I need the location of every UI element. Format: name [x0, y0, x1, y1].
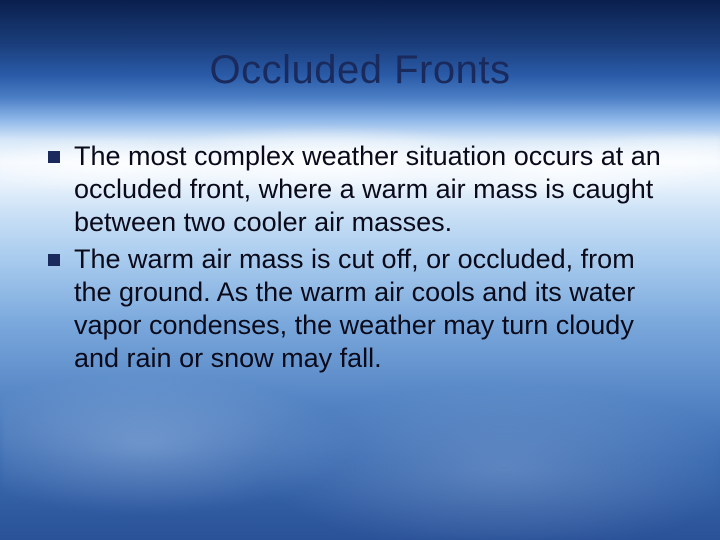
square-bullet-icon	[48, 150, 60, 162]
bullet-text: The warm air mass is cut off, or occlude…	[74, 243, 672, 375]
slide-body: The most complex weather situation occur…	[48, 140, 672, 379]
bullet-item: The most complex weather situation occur…	[48, 140, 672, 239]
slide: Occluded Fronts The most complex weather…	[0, 0, 720, 540]
bullet-text: The most complex weather situation occur…	[74, 140, 672, 239]
slide-title: Occluded Fronts	[0, 48, 720, 93]
bullet-item: The warm air mass is cut off, or occlude…	[48, 243, 672, 375]
square-bullet-icon	[48, 253, 60, 265]
